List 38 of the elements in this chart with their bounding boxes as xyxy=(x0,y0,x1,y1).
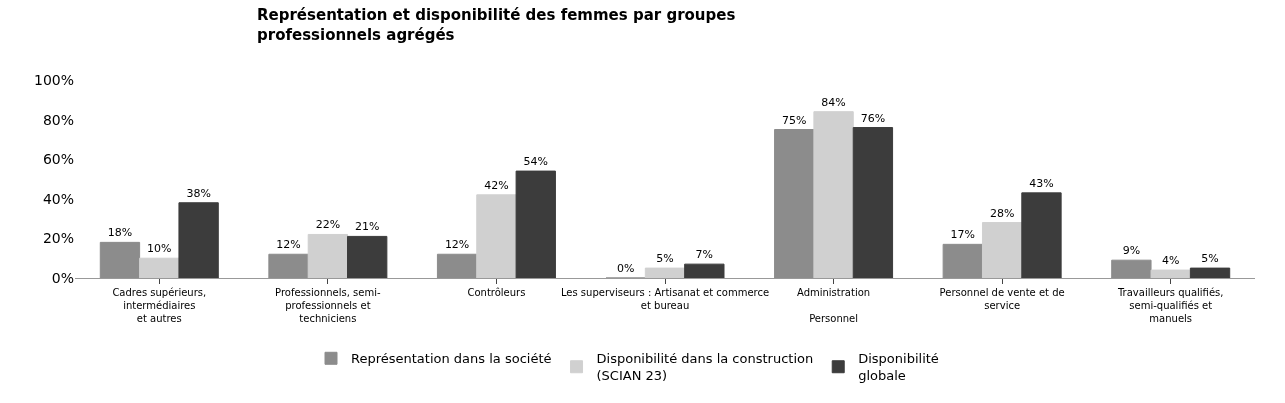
data-label: 75% xyxy=(782,113,807,127)
data-label: 5% xyxy=(656,252,674,266)
y-tick-label: 100% xyxy=(33,71,74,88)
chart-title: Représentation et disponibilité des femmes par groupes professionnels agrégés xyxy=(257,6,736,44)
data-label: 7% xyxy=(695,248,714,262)
y-tick-label: 40% xyxy=(42,190,74,207)
legend-label: Représentation dans la société xyxy=(351,351,552,367)
x-tick-label: Cadres supérieurs, intermédiaires et autres xyxy=(112,287,207,324)
data-label: 18% xyxy=(107,226,133,240)
y-tick-label: 80% xyxy=(42,111,74,128)
y-tick-label: 20% xyxy=(42,230,74,247)
data-label: 0% xyxy=(616,262,635,275)
x-tick-label: Les superviseurs : Artisanat et commerce et bureau xyxy=(560,287,770,311)
data-label: 22% xyxy=(315,218,341,232)
category-label: Administration Personnel xyxy=(796,287,871,324)
data-label: 54% xyxy=(523,155,548,169)
x-tick-label: Contrôleurs xyxy=(467,287,526,298)
data-label: 43% xyxy=(1029,176,1054,190)
data-label: 17% xyxy=(950,228,976,242)
data-label: 9% xyxy=(1122,244,1141,258)
data-label: 84% xyxy=(821,95,846,109)
data-label: 12% xyxy=(276,238,301,252)
data-label: 5% xyxy=(1201,252,1219,266)
data-label: 4% xyxy=(1161,254,1180,268)
data-label: 10% xyxy=(147,242,172,256)
data-label: 38% xyxy=(186,186,211,200)
data-label: 21% xyxy=(354,220,380,234)
legend-label: Disponibilité globale xyxy=(858,351,939,384)
data-label: 76% xyxy=(860,111,886,125)
x-tick-label: Professionnels, semi- professionnels et techniciens xyxy=(275,287,381,324)
data-label: 42% xyxy=(484,178,509,192)
x-tick-label: Personnel de vente et de service xyxy=(939,287,1065,311)
x-tick-label: Travailleurs qualifiés, semi-qualifiés et manuels xyxy=(1116,287,1224,324)
y-tick-label: 60% xyxy=(42,151,74,168)
y-tick-label: 0% xyxy=(51,269,74,286)
data-label: 28% xyxy=(989,206,1015,220)
legend-label: Disponibilité dans la construction (SCIAN 23) xyxy=(596,351,814,384)
data-label: 12% xyxy=(444,238,470,252)
